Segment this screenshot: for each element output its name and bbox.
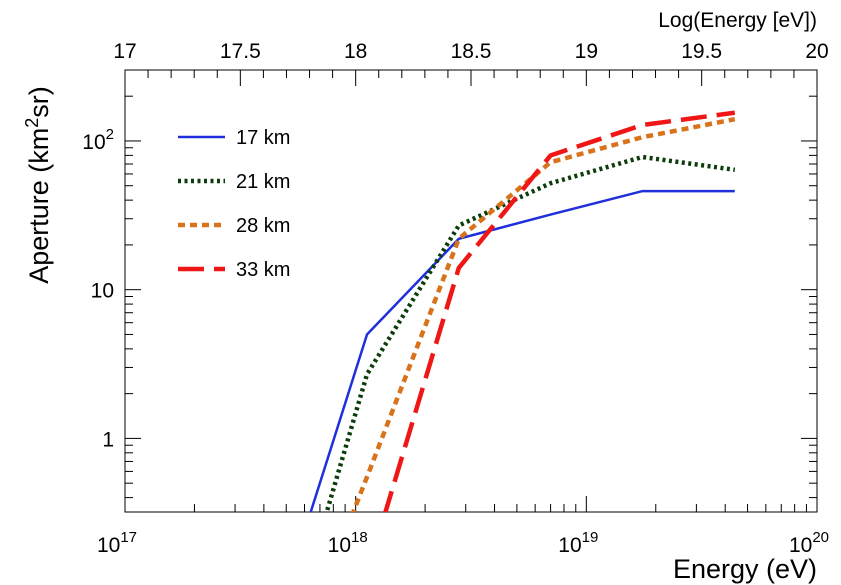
top-tick-label: 18.5: [451, 40, 492, 63]
y-tick-label: 102: [82, 126, 114, 154]
top-tick-label: 17.5: [220, 40, 261, 63]
plot-frame: [124, 69, 818, 513]
top-tick-label: 20: [805, 40, 828, 63]
x-axis-title: Energy (eV): [673, 554, 817, 584]
series-line-1: [309, 189, 735, 512]
top-tick-label: 19: [575, 40, 598, 63]
y-axis-title-sup: 2: [22, 118, 42, 128]
series-line-2: [324, 154, 736, 512]
y-tick-label: 1: [102, 428, 114, 451]
x-tick-label: 1020: [789, 529, 829, 557]
top-tick-label: 18: [344, 40, 367, 63]
legend-label: 17 km: [236, 127, 290, 149]
top-tick-label: 17: [113, 40, 136, 63]
legend-label: 33 km: [236, 259, 290, 281]
y-tick-label: 10: [91, 280, 114, 303]
axis-ticks: [124, 69, 818, 512]
legend-label: 28 km: [236, 215, 290, 237]
series-line-3: [350, 116, 736, 512]
y-axis-title: Aperture (km2sr): [22, 86, 54, 284]
top-axis-title: Log(Energy [eV]): [658, 9, 817, 32]
legend: 17 km 21 km 28 km 33 km: [178, 127, 290, 281]
y-axis-title-end: sr): [24, 86, 54, 117]
series-line-4: [383, 110, 736, 512]
axis-tick-labels: 1017 1018 1019 1020 17 17.5 18 18.5 19 19.5 20 1 10 1…: [82, 40, 829, 557]
x-tick-label: 1018: [328, 529, 368, 557]
series-layer: [309, 110, 736, 512]
top-tick-label: 19.5: [681, 40, 722, 63]
legend-label: 21 km: [236, 171, 290, 193]
x-tick-label: 1017: [97, 529, 137, 557]
x-tick-label: 1019: [558, 529, 598, 557]
y-axis-title-main: Aperture (km: [24, 128, 54, 284]
